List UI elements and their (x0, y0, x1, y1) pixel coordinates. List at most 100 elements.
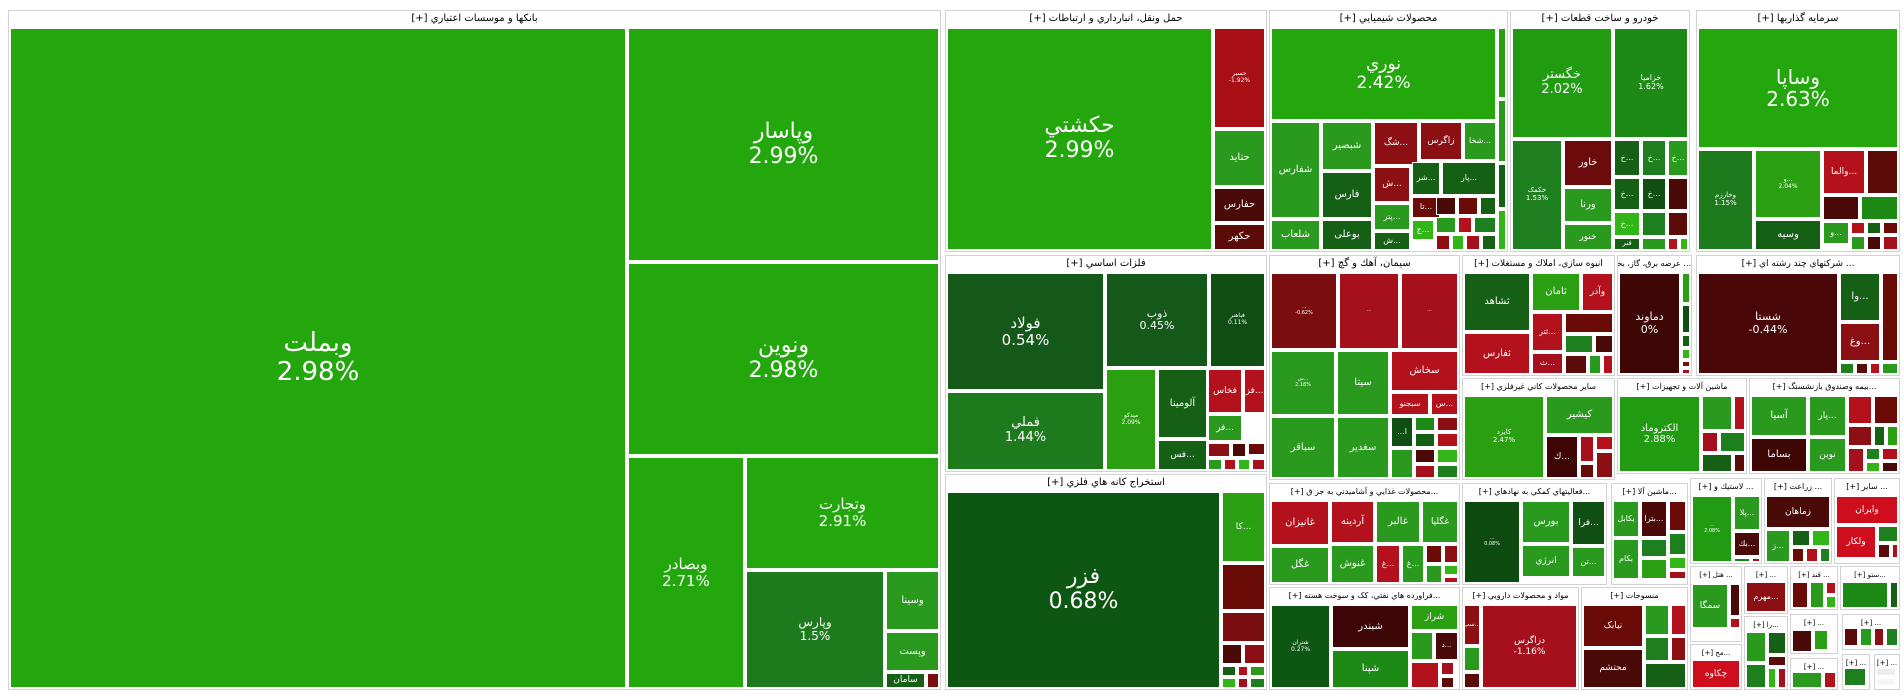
stock-tile[interactable] (1883, 236, 1898, 250)
stock-tile[interactable]: آردینه (1331, 501, 1374, 543)
stock-tile[interactable] (1890, 582, 1898, 608)
stock-tile[interactable]: خزامیا 1.62% (1614, 28, 1688, 138)
stock-tile[interactable]: ثفارس (1464, 333, 1530, 374)
stock-tile[interactable]: نوري 2.42% (1271, 28, 1496, 120)
stock-tile[interactable]: شپنا (1332, 650, 1409, 688)
sector-title[interactable]: ...ماشين آلا [+] (1612, 484, 1687, 501)
stock-tile[interactable] (1222, 666, 1236, 676)
stock-tile[interactable]: وپست (886, 632, 939, 671)
stock-tile[interactable] (1778, 668, 1786, 688)
stock-tile[interactable]: ...تن (1572, 547, 1605, 577)
stock-tile[interactable] (1248, 443, 1265, 455)
sector-title[interactable]: بانکها و موسسات اعتباري [+] (9, 11, 940, 28)
stock-tile[interactable]: ورنا (1564, 188, 1612, 222)
stock-tile[interactable]: چکاوه (1692, 660, 1740, 688)
stock-tile[interactable] (1415, 417, 1435, 431)
stock-tile[interactable] (1645, 605, 1669, 635)
stock-tile[interactable]: ...فرا (1572, 501, 1605, 545)
stock-tile[interactable] (1867, 236, 1881, 250)
stock-tile[interactable]: ... -0.62% (1271, 273, 1337, 349)
stock-tile[interactable]: ...فس (1158, 440, 1207, 470)
stock-tile[interactable]: غانیزان (1271, 501, 1329, 545)
sector-title[interactable]: ...را [+] (1745, 617, 1787, 634)
stock-tile[interactable]: فارس (1322, 172, 1372, 218)
sector-title[interactable]: ... شرکتهاي چند رشته اي [+] (1697, 256, 1899, 273)
stock-tile[interactable]: آسیا (1751, 396, 1807, 436)
stock-tile[interactable] (1682, 335, 1690, 347)
stock-tile[interactable] (1452, 235, 1464, 250)
stock-tile[interactable] (1669, 571, 1686, 579)
stock-tile[interactable] (1565, 335, 1593, 353)
stock-tile[interactable] (1458, 197, 1478, 215)
sector-title[interactable]: ... [+] (1843, 615, 1899, 632)
sector-title[interactable]: ... لاستيك و [+] (1691, 479, 1761, 496)
stock-tile[interactable] (1498, 210, 1506, 250)
stock-tile[interactable] (1426, 565, 1442, 583)
stock-tile[interactable]: وایران (1836, 496, 1898, 524)
sector-title[interactable]: ...فراورده هاي نفتي، کک و سوخت هسته [+] (1270, 588, 1459, 605)
stock-tile[interactable] (1645, 663, 1686, 688)
stock-tile[interactable] (1730, 618, 1740, 628)
sector-title[interactable]: ... قند [+] (1791, 567, 1837, 584)
stock-tile[interactable]: ...خ (1614, 212, 1640, 236)
stock-tile[interactable] (1812, 530, 1830, 546)
stock-tile[interactable] (1866, 448, 1880, 460)
stock-tile[interactable]: شستا -0.44% (1698, 273, 1838, 374)
sector-title[interactable]: ساير محصولات کاني غيرفلزي [+] (1463, 379, 1614, 396)
sector-title[interactable]: منسوجات [+] (1582, 588, 1687, 605)
sector-title[interactable]: خودرو و ساخت قطعات [+] (1511, 11, 1689, 28)
stock-tile[interactable] (1876, 668, 1896, 676)
stock-tile[interactable]: ...س (1431, 393, 1458, 415)
stock-tile[interactable]: ...ش (1374, 167, 1410, 202)
stock-tile[interactable] (1641, 539, 1667, 557)
stock-tile[interactable]: ... 2.08% (1692, 496, 1732, 562)
stock-tile[interactable]: شبندر (1332, 605, 1409, 648)
stock-tile[interactable]: بساما (1751, 438, 1807, 472)
stock-tile[interactable] (1844, 668, 1866, 686)
stock-tile[interactable]: ...ج (1412, 220, 1434, 240)
stock-tile[interactable] (1437, 417, 1458, 431)
stock-tile[interactable] (1876, 678, 1896, 686)
stock-tile[interactable]: ...غ (1402, 545, 1424, 583)
stock-tile[interactable]: ونوين 2.98% (628, 263, 939, 455)
stock-tile[interactable] (1848, 396, 1872, 424)
stock-tile[interactable] (1498, 100, 1506, 162)
stock-tile[interactable]: سیتا (1337, 351, 1389, 415)
stock-tile[interactable] (1878, 544, 1890, 558)
stock-tile[interactable]: محتشم (1583, 649, 1643, 688)
stock-tile[interactable] (1238, 459, 1250, 470)
stock-tile[interactable] (1580, 436, 1594, 462)
stock-tile[interactable]: حتايد (1214, 130, 1265, 186)
stock-tile[interactable] (1482, 235, 1496, 250)
sector-title[interactable]: ... [+] (1745, 567, 1787, 584)
stock-tile[interactable] (1874, 628, 1884, 646)
stock-tile[interactable]: ...والما (1823, 150, 1865, 194)
stock-tile[interactable]: ...و 2.04% (1755, 150, 1821, 218)
stock-tile[interactable] (1866, 462, 1880, 472)
stock-tile[interactable]: فملي 1.44% (947, 392, 1104, 470)
stock-tile[interactable] (1391, 449, 1413, 478)
stock-tile[interactable]: ...پار (1809, 396, 1846, 436)
stock-tile[interactable] (1238, 666, 1248, 676)
stock-tile[interactable] (1498, 28, 1506, 98)
stock-tile[interactable] (1883, 222, 1898, 234)
stock-tile[interactable]: ...خ (1642, 178, 1666, 210)
sector-title[interactable]: سرمايه گذاريها [+] (1697, 11, 1899, 28)
stock-tile[interactable] (1580, 464, 1594, 478)
stock-tile[interactable] (1851, 222, 1865, 234)
stock-tile[interactable]: وبصادر 2.71% (628, 457, 744, 688)
stock-tile[interactable]: نوین (1809, 438, 1846, 472)
stock-tile[interactable] (927, 673, 939, 688)
sector-title[interactable]: استخراج کانه هاي فلزي [+] (946, 475, 1266, 492)
stock-tile[interactable] (1752, 558, 1760, 562)
stock-tile[interactable]: وبملت 2.98% (10, 28, 626, 688)
stock-tile[interactable] (1224, 459, 1236, 470)
stock-tile[interactable] (1682, 273, 1690, 303)
stock-tile[interactable] (1437, 449, 1458, 463)
stock-tile[interactable]: شبصیر (1322, 122, 1372, 170)
sector-title[interactable]: مواد و محصولات دارويي [+] (1463, 588, 1578, 605)
stock-tile[interactable]: ...ش (1374, 232, 1410, 250)
stock-tile[interactable] (1645, 637, 1669, 661)
stock-tile[interactable] (1826, 582, 1836, 594)
sector-title[interactable]: ماشين آلات و تجهيزات [+] (1618, 379, 1746, 396)
